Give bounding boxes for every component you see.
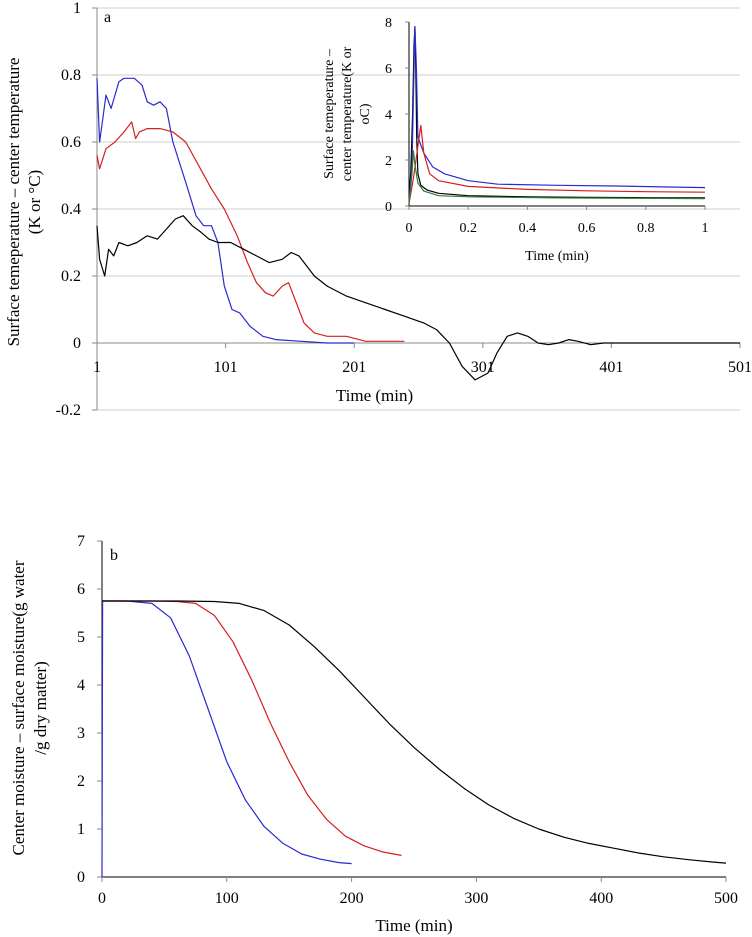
a-inset-series-line-4 xyxy=(408,150,706,204)
a-inset-x-tick-label: 0.4 xyxy=(519,221,537,236)
b-y-tick-label: 6 xyxy=(77,581,85,598)
a-y-axis-title: Surface temeperature – center temperatur… xyxy=(4,58,23,347)
b-series-line-2 xyxy=(102,600,402,856)
a-inset-x-tick-label: 0 xyxy=(406,221,413,236)
b-x-axis-title: Time (min) xyxy=(375,916,452,935)
b-x-tick-label: 100 xyxy=(215,890,239,907)
a-y-axis-title: (K or °C) xyxy=(25,170,44,234)
panel-b-letter: b xyxy=(110,547,118,564)
a-inset-y-axis-title: center temperature(K or xyxy=(340,46,355,181)
a-y-tick-label: 0.2 xyxy=(61,268,81,285)
a-y-tick-label: 0 xyxy=(73,335,81,352)
a-inset-series-line-1 xyxy=(408,26,706,202)
a-inset-y-tick-label: 0 xyxy=(385,200,392,215)
a-y-tick-label: 1 xyxy=(73,0,81,17)
a-x-tick-label: 201 xyxy=(342,359,366,376)
b-y-tick-label: 5 xyxy=(77,629,85,646)
a-inset-y-tick-label: 4 xyxy=(385,108,392,123)
b-series-line-1 xyxy=(101,600,352,878)
b-x-tick-label: 200 xyxy=(340,890,364,907)
a-inset-x-axis-title: Time (min) xyxy=(525,249,589,264)
a-inset-x-tick-label: 0.8 xyxy=(637,221,655,236)
a-inset-x-tick-label: 0.2 xyxy=(459,221,477,236)
b-y-tick-label: 1 xyxy=(77,821,85,838)
a-inset-x-tick-label: 0.6 xyxy=(578,221,596,236)
panel-b-chart: 0 1 2 3 4 5 6 7 0 100 200 300 400 500 Time (min) Center… xyxy=(9,533,738,935)
b-y-axis-title: /g dry matter) xyxy=(31,661,50,754)
a-x-tick-label: 101 xyxy=(214,359,238,376)
a-x-axis-title: Time (min) xyxy=(336,386,413,405)
a-inset-y-axis-title: Surface temeperature – xyxy=(322,48,337,179)
panel-a-inset-chart: 0 2 4 6 8 0 0.2 0.4 0.6 0.8 1 Time (min) Surface tem… xyxy=(322,16,709,264)
a-inset-y-tick-label: 2 xyxy=(385,154,392,169)
a-y-tick-label: 0.6 xyxy=(61,134,81,151)
a-y-tick-label: 0.4 xyxy=(61,201,81,218)
b-y-tick-label: 4 xyxy=(77,677,85,694)
a-y-tick-label: 0.8 xyxy=(61,67,81,84)
a-y-tick-label: -0.2 xyxy=(56,402,81,419)
a-x-tick-label: 301 xyxy=(471,359,495,376)
b-y-axis-title: Center moisture – surface moisture(g wat… xyxy=(9,560,28,855)
b-y-tick-label: 3 xyxy=(77,725,85,742)
a-inset-series-line-2 xyxy=(408,26,706,204)
b-x-tick-label: 500 xyxy=(714,890,738,907)
a-series-line-3 xyxy=(96,215,740,381)
b-x-tick-label: 0 xyxy=(98,890,106,907)
b-x-tick-label: 400 xyxy=(589,890,613,907)
b-y-tick-label: 0 xyxy=(77,869,85,886)
a-inset-y-tick-label: 8 xyxy=(385,16,392,31)
a-series-line-1 xyxy=(96,77,355,344)
a-inset-y-axis-title: oC) xyxy=(358,103,373,124)
a-x-tick-label: 501 xyxy=(728,359,752,376)
a-inset-series-line-3 xyxy=(408,124,706,204)
b-y-tick-label: 2 xyxy=(77,773,85,790)
b-x-tick-label: 300 xyxy=(464,890,488,907)
b-series-line-3 xyxy=(102,600,727,864)
panel-a-letter: a xyxy=(104,9,111,26)
b-y-tick-label: 7 xyxy=(77,533,85,550)
a-x-tick-label: 1 xyxy=(93,359,101,376)
a-x-tick-label: 401 xyxy=(599,359,623,376)
a-inset-x-tick-label: 1 xyxy=(702,221,709,236)
a-series-line-2 xyxy=(96,121,405,342)
a-inset-y-tick-label: 6 xyxy=(385,62,392,77)
